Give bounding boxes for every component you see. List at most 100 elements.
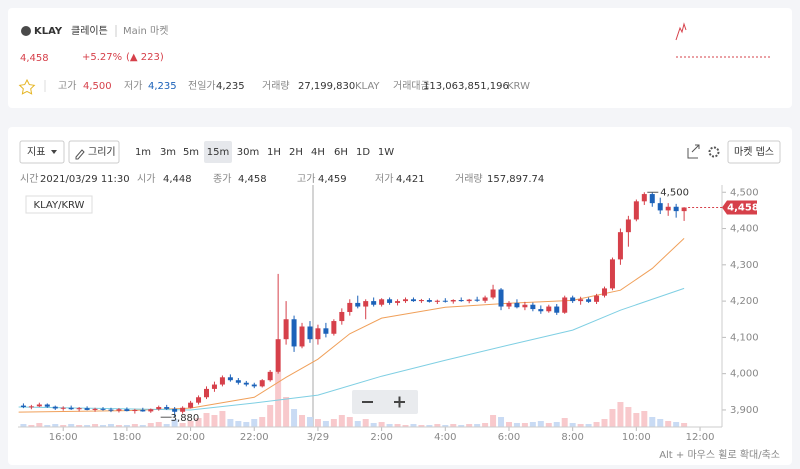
candle-body (594, 295, 600, 302)
y-tick-label: 4,100 (730, 332, 759, 343)
draw-label: 그리기 (88, 146, 116, 158)
volume-bar (219, 411, 226, 427)
y-tick-label: 4,200 (730, 296, 759, 307)
volume-bar (505, 422, 512, 427)
volume-bar (378, 422, 385, 427)
candle-body (211, 384, 217, 389)
volume-bar (418, 425, 425, 427)
volume-bar (593, 422, 600, 427)
interval[interactable]: 1H (267, 147, 281, 158)
price: 4,458 (20, 53, 49, 64)
candle-body (331, 321, 337, 334)
zoom-in[interactable] (394, 396, 405, 408)
x-tick-label: 16:00 (49, 432, 78, 443)
candle-body (307, 326, 313, 340)
volume-bar (665, 421, 672, 427)
last-price-tag (722, 200, 757, 215)
volume-bar (490, 415, 497, 427)
stat-label: 고가 (58, 80, 76, 92)
pair-box (25, 195, 93, 214)
volume-bar (68, 424, 75, 427)
interval[interactable]: 30m (237, 147, 259, 158)
candle-body (602, 288, 608, 296)
candle-body (132, 409, 138, 412)
candle-body (578, 299, 584, 302)
volume-bar (179, 423, 186, 427)
interval[interactable]: 4H (311, 147, 325, 158)
candle-body (482, 297, 488, 301)
volume-bar (52, 424, 59, 427)
candle-body (514, 302, 520, 308)
x-tick-label: 18:00 (112, 432, 141, 443)
candle-body (68, 407, 74, 410)
export-icon[interactable] (687, 144, 700, 159)
last-price-label: 4,458 (727, 202, 759, 213)
info-label: 시간 (20, 173, 38, 185)
indicator-button[interactable] (19, 140, 65, 164)
candle-body (641, 194, 647, 202)
candle-body (498, 289, 504, 307)
candle-body (522, 304, 528, 308)
volume-bar (362, 419, 369, 427)
volume-bar (537, 421, 544, 427)
volume-bar (275, 372, 282, 427)
candle-body (379, 299, 385, 305)
draw-button[interactable] (68, 140, 120, 164)
volume-bar (370, 423, 377, 427)
candle-body (267, 371, 273, 381)
candle-body (474, 299, 480, 301)
candle-body (586, 299, 592, 302)
stat-value: 4,500 (83, 81, 112, 92)
volume-bar (44, 425, 51, 427)
interval[interactable]: 2H (289, 147, 303, 158)
volume-bar (187, 421, 194, 427)
x-tick-label: 8:00 (561, 432, 583, 443)
settings-icon[interactable] (708, 146, 720, 158)
volume-bar (609, 409, 616, 427)
interval[interactable]: 1D (356, 147, 370, 158)
interval[interactable]: 3m (160, 147, 176, 158)
info-label: 저가 (375, 173, 393, 185)
candle-body (140, 409, 146, 412)
stat-unit: KRW (507, 81, 530, 92)
candle-body (44, 404, 50, 407)
candle-body (339, 311, 345, 322)
info-value: 157,897.74 (487, 174, 544, 185)
candle-body (434, 300, 440, 302)
favorite-star[interactable] (18, 78, 36, 95)
candle-body (116, 409, 122, 411)
interval[interactable]: 6H (334, 147, 348, 158)
volume-bar (28, 425, 35, 427)
stat-label: 전일가 (188, 80, 216, 92)
candle-body (403, 299, 409, 302)
candle-body (180, 407, 186, 412)
info-value: 4,458 (238, 174, 267, 185)
volume-bar (338, 415, 345, 427)
chart-card (8, 127, 792, 465)
interval[interactable]: 5m (183, 147, 199, 158)
volume-bar (76, 425, 83, 427)
candle-body (20, 405, 26, 408)
volume-bar (569, 423, 576, 427)
volume-bar (657, 419, 664, 427)
interval[interactable]: 15m (207, 147, 229, 158)
candle-body (28, 406, 34, 408)
info-value: 2021/03/29 11:30 (40, 174, 130, 185)
interval[interactable]: 1m (135, 147, 151, 158)
interval[interactable]: 1W (378, 147, 394, 158)
stat-value: 4,235 (216, 81, 245, 92)
x-tick-label: 6:00 (498, 432, 520, 443)
x-tick-label: 3/29 (307, 432, 329, 443)
y-tick-label: 4,000 (730, 369, 759, 380)
volume-bar (513, 423, 520, 427)
pair-label: KLAY/KRW (34, 200, 85, 211)
candle-body (609, 259, 615, 289)
candle-body (426, 300, 432, 302)
volume-bar (681, 423, 688, 427)
candle-body (355, 302, 361, 307)
depth-button[interactable] (727, 140, 781, 164)
volume-bar (354, 421, 361, 427)
y-tick-label: 3,900 (730, 405, 759, 416)
info-label: 종가 (213, 173, 231, 185)
candle-body (554, 306, 560, 313)
